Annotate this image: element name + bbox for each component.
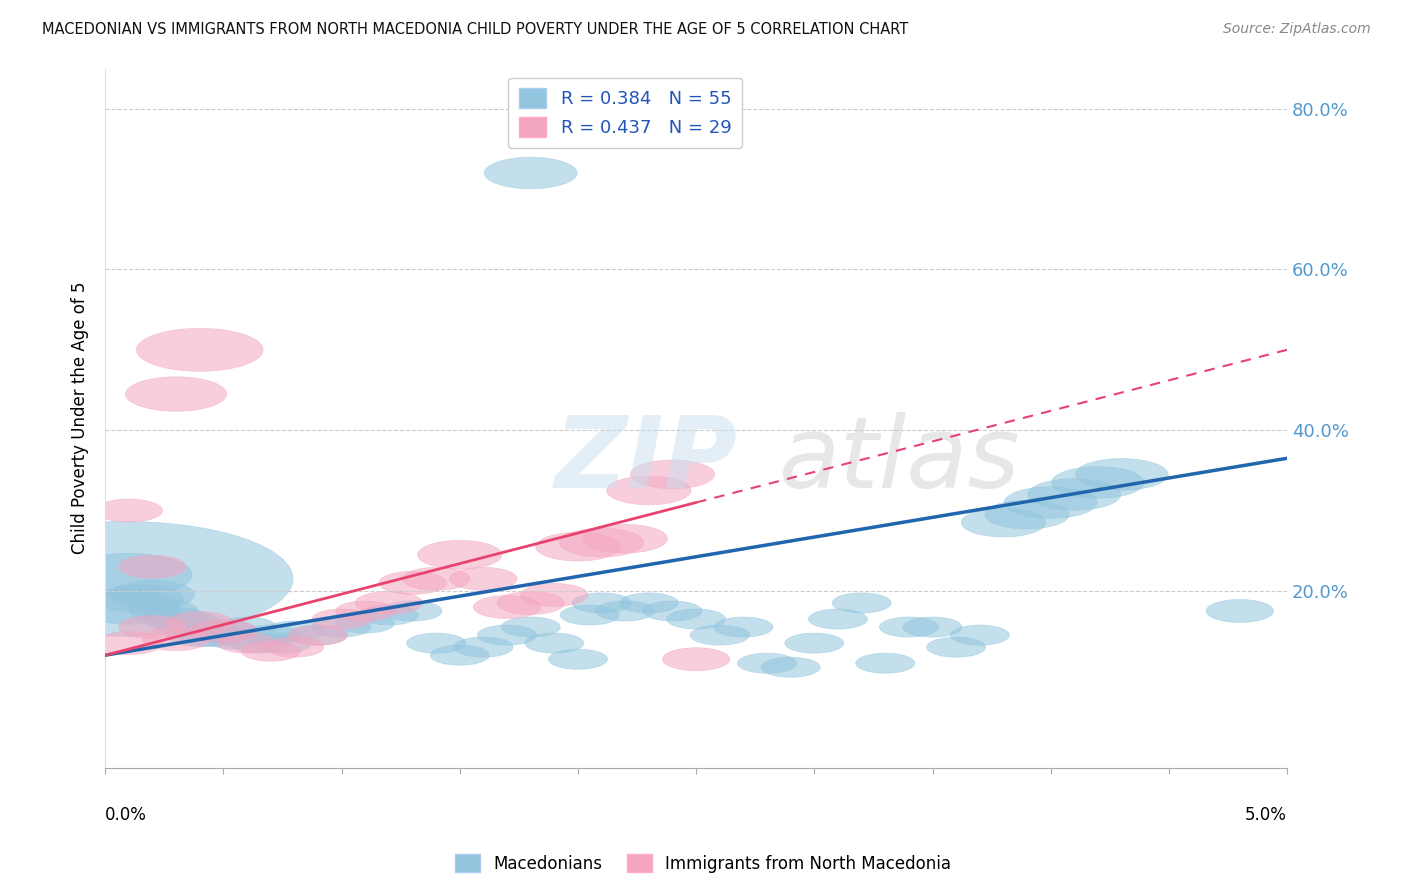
Ellipse shape — [560, 605, 619, 625]
Ellipse shape — [950, 625, 1010, 645]
Ellipse shape — [478, 625, 537, 645]
Ellipse shape — [548, 649, 607, 669]
Ellipse shape — [360, 605, 419, 625]
Ellipse shape — [536, 533, 620, 561]
Ellipse shape — [98, 584, 183, 614]
Ellipse shape — [142, 607, 209, 631]
Ellipse shape — [136, 328, 263, 371]
Ellipse shape — [66, 553, 193, 597]
Ellipse shape — [79, 590, 180, 624]
Text: 0.0%: 0.0% — [105, 806, 148, 824]
Ellipse shape — [218, 617, 277, 637]
Ellipse shape — [406, 633, 465, 653]
Ellipse shape — [1206, 599, 1274, 623]
Ellipse shape — [630, 460, 714, 489]
Ellipse shape — [312, 609, 371, 629]
Ellipse shape — [356, 591, 423, 615]
Y-axis label: Child Poverty Under the Age of 5: Child Poverty Under the Age of 5 — [72, 282, 89, 554]
Ellipse shape — [903, 617, 962, 637]
Ellipse shape — [738, 653, 797, 673]
Ellipse shape — [450, 567, 517, 591]
Ellipse shape — [177, 624, 246, 647]
Ellipse shape — [264, 621, 323, 641]
Ellipse shape — [583, 524, 668, 553]
Ellipse shape — [205, 629, 264, 649]
Ellipse shape — [166, 624, 233, 647]
Ellipse shape — [596, 601, 655, 621]
Ellipse shape — [430, 645, 489, 665]
Ellipse shape — [240, 641, 301, 661]
Ellipse shape — [96, 499, 163, 522]
Ellipse shape — [962, 508, 1046, 537]
Ellipse shape — [832, 593, 891, 613]
Ellipse shape — [166, 612, 233, 634]
Ellipse shape — [927, 637, 986, 657]
Ellipse shape — [240, 625, 301, 645]
Ellipse shape — [524, 633, 583, 653]
Ellipse shape — [856, 653, 915, 673]
Ellipse shape — [402, 567, 470, 591]
Ellipse shape — [606, 476, 692, 505]
Ellipse shape — [229, 633, 288, 653]
Ellipse shape — [474, 596, 541, 618]
Text: atlas: atlas — [779, 411, 1021, 508]
Ellipse shape — [785, 633, 844, 653]
Ellipse shape — [984, 500, 1070, 529]
Ellipse shape — [714, 617, 773, 637]
Ellipse shape — [336, 613, 395, 633]
Ellipse shape — [288, 625, 347, 645]
Ellipse shape — [218, 633, 277, 653]
Ellipse shape — [125, 376, 226, 411]
Ellipse shape — [520, 583, 588, 607]
Ellipse shape — [190, 620, 257, 642]
Ellipse shape — [1004, 487, 1097, 518]
Ellipse shape — [0, 522, 292, 636]
Text: ZIP: ZIP — [554, 411, 737, 508]
Ellipse shape — [560, 528, 644, 557]
Ellipse shape — [142, 628, 209, 650]
Ellipse shape — [662, 648, 730, 671]
Ellipse shape — [643, 601, 702, 621]
Ellipse shape — [190, 620, 257, 642]
Ellipse shape — [288, 625, 347, 645]
Ellipse shape — [879, 617, 938, 637]
Ellipse shape — [131, 599, 198, 623]
Legend: R = 0.384   N = 55, R = 0.437   N = 29: R = 0.384 N = 55, R = 0.437 N = 29 — [508, 78, 742, 148]
Text: MACEDONIAN VS IMMIGRANTS FROM NORTH MACEDONIA CHILD POVERTY UNDER THE AGE OF 5 C: MACEDONIAN VS IMMIGRANTS FROM NORTH MACE… — [42, 22, 908, 37]
Ellipse shape — [110, 581, 194, 609]
Ellipse shape — [484, 157, 576, 189]
Ellipse shape — [312, 617, 371, 637]
Text: Source: ZipAtlas.com: Source: ZipAtlas.com — [1223, 22, 1371, 37]
Ellipse shape — [96, 632, 163, 655]
Ellipse shape — [501, 617, 560, 637]
Ellipse shape — [690, 625, 749, 645]
Ellipse shape — [666, 609, 725, 629]
Ellipse shape — [1076, 458, 1168, 491]
Text: 5.0%: 5.0% — [1246, 806, 1286, 824]
Ellipse shape — [382, 601, 441, 621]
Ellipse shape — [761, 657, 820, 677]
Ellipse shape — [155, 612, 222, 634]
Ellipse shape — [808, 609, 868, 629]
Ellipse shape — [454, 637, 513, 657]
Ellipse shape — [253, 633, 312, 653]
Ellipse shape — [378, 572, 446, 594]
Ellipse shape — [1028, 479, 1121, 510]
Legend: Macedonians, Immigrants from North Macedonia: Macedonians, Immigrants from North Maced… — [449, 847, 957, 880]
Ellipse shape — [264, 637, 323, 657]
Ellipse shape — [619, 593, 679, 613]
Ellipse shape — [336, 601, 395, 621]
Ellipse shape — [496, 591, 564, 615]
Ellipse shape — [418, 541, 502, 569]
Ellipse shape — [118, 556, 186, 578]
Ellipse shape — [1052, 467, 1144, 499]
Ellipse shape — [118, 615, 186, 639]
Ellipse shape — [572, 593, 631, 613]
